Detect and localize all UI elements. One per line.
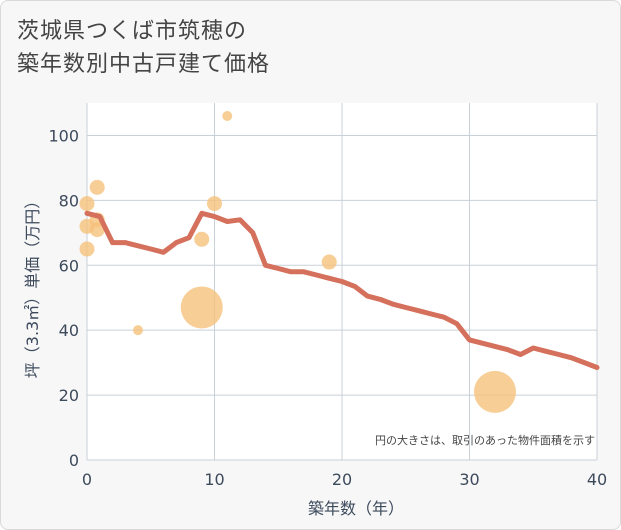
x-tick-label: 30 xyxy=(459,470,479,489)
data-point xyxy=(194,231,210,247)
trend-line xyxy=(84,210,600,370)
x-tick-label: 10 xyxy=(204,470,224,489)
data-point xyxy=(180,286,223,329)
chart-title-line1: 茨城県つくば市筑穂の xyxy=(17,19,248,44)
data-point xyxy=(321,254,337,270)
y-tick-label: 40 xyxy=(59,321,79,340)
x-tick-label: 0 xyxy=(82,470,92,489)
y-tick-label: 0 xyxy=(69,451,79,470)
chart-title: 茨城県つくば市筑穂の 築年数別中古戸建て価格 xyxy=(17,15,270,81)
y-tick-label: 80 xyxy=(59,191,79,210)
chart-note: 円の大きさは、取引のあった物件面積を示す xyxy=(375,433,595,447)
y-tick-label: 60 xyxy=(59,256,79,275)
chart-title-line2: 築年数別中古戸建て価格 xyxy=(17,52,271,77)
data-point xyxy=(222,110,233,121)
data-point xyxy=(133,325,143,336)
x-tick-label: 40 xyxy=(587,470,607,489)
x-tick-label: 20 xyxy=(332,470,352,489)
data-point xyxy=(79,241,95,257)
data-point xyxy=(79,196,95,212)
data-point xyxy=(474,370,516,413)
y-axis-label: 坪（3.3㎡）単価（万円） xyxy=(23,193,42,378)
y-tick-label: 100 xyxy=(48,126,79,145)
y-tick-label: 20 xyxy=(59,386,79,405)
data-point xyxy=(89,179,105,195)
data-point xyxy=(89,222,105,238)
data-point xyxy=(207,196,222,212)
x-axis-label: 築年数（年） xyxy=(308,499,404,518)
